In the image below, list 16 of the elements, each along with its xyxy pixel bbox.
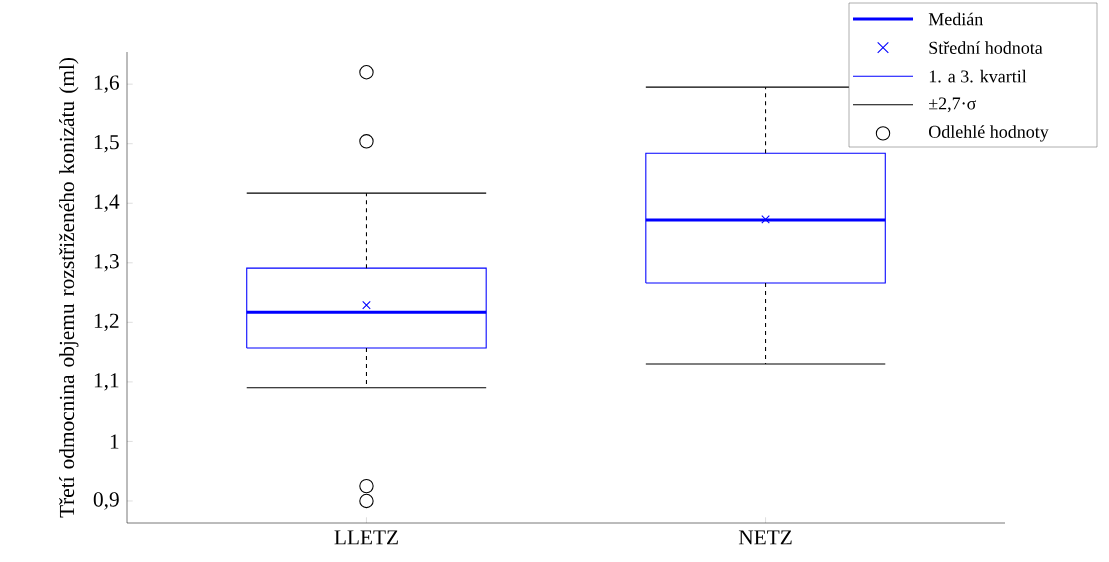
y-tick-label: 1,4 bbox=[94, 194, 120, 212]
y-tick-label: 1,2 bbox=[94, 313, 119, 332]
text: Medián bbox=[928, 12, 983, 26]
y-axis-title: Třetí odmocnina objemu rozstřiženého konizátu (ml) bbox=[59, 57, 79, 518]
y-tick-label: 1,6 bbox=[94, 75, 119, 93]
y-tick-label: 1 bbox=[110, 434, 119, 449]
x-tick-label: LLETZ bbox=[334, 530, 398, 545]
annotation: Střední hodnota bbox=[929, 41, 1043, 54]
y-tick-label: 1,5 bbox=[94, 135, 119, 153]
y-tick-label: 1,3 bbox=[94, 254, 119, 272]
x-tick-label: NETZ bbox=[738, 530, 792, 545]
annotation: ±2,7·σ bbox=[929, 97, 977, 113]
annotation: Odlehlé hodnoty bbox=[929, 125, 1049, 142]
y-tick-label: 0,9 bbox=[93, 492, 119, 510]
annotation: 1. a 3. kvartil bbox=[929, 69, 1027, 83]
y-tick-label: 1,1 bbox=[94, 373, 119, 391]
